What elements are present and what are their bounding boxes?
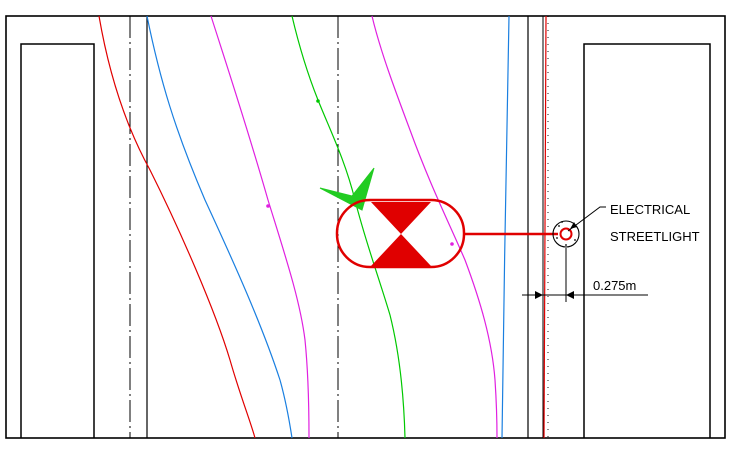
electrical-streetlight-symbol[interactable] xyxy=(552,220,580,248)
streetlight-stipple-1 xyxy=(558,225,560,227)
blue-service-line-left xyxy=(146,15,293,439)
streetlight-stipple-4 xyxy=(574,239,576,241)
streetlight-stipple-3 xyxy=(556,237,558,239)
label-streetlight: STREETLIGHT xyxy=(610,229,700,244)
streetlight-outer-circle xyxy=(552,220,580,248)
hourglass-symbol[interactable] xyxy=(335,198,466,269)
green-vertex-marker xyxy=(316,99,320,103)
offset-dimension: 0.275m xyxy=(522,248,648,302)
dimension-arrow-left xyxy=(535,291,543,299)
drawing-frame xyxy=(5,15,726,439)
magenta-line-right xyxy=(371,15,498,439)
streetlight-inner-circle xyxy=(559,227,573,241)
magenta-vertex-marker xyxy=(266,204,270,208)
north-arrow-icon xyxy=(319,167,375,211)
dimension-value: 0.275m xyxy=(593,278,636,293)
label-leader-line xyxy=(567,206,606,232)
streetlight-stipple-5 xyxy=(565,244,567,246)
streetlight-stipple-6 xyxy=(561,221,563,223)
red-service-line-left xyxy=(98,15,256,439)
red-service-line-right xyxy=(543,15,547,439)
label-electrical: ELECTRICAL xyxy=(610,202,690,217)
dimension-arrow-right xyxy=(566,291,574,299)
left-building-outline xyxy=(20,43,95,438)
label-leader-arrowhead xyxy=(570,222,577,229)
magenta-vertex-marker-right xyxy=(450,242,454,246)
right-building-outline xyxy=(583,43,711,438)
green-line xyxy=(291,15,406,439)
hourglass-icon xyxy=(371,202,431,266)
blue-service-line-right xyxy=(501,15,510,439)
magenta-line-left xyxy=(210,15,310,439)
